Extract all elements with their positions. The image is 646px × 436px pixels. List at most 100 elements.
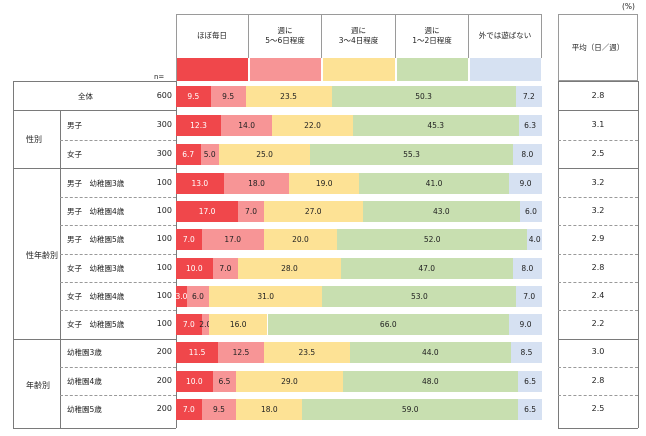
avg-row-separator <box>558 282 638 283</box>
bar-segment: 52.0 <box>337 228 528 250</box>
bar-segment: 66.0 <box>267 313 510 335</box>
avg-value: 3.0 <box>591 347 605 356</box>
row-separator <box>60 310 176 311</box>
avg-value: 3.2 <box>591 206 605 215</box>
bar-segment: 31.0 <box>208 285 323 307</box>
group-divider <box>60 168 61 339</box>
group-label: 年齢別 <box>26 381 50 390</box>
group-divider <box>60 110 61 168</box>
n-value: 100 <box>156 206 172 215</box>
avg-value: 2.8 <box>591 263 605 272</box>
bar-segment: 55.3 <box>310 143 513 165</box>
bar-segment: 6.3 <box>518 114 542 136</box>
legend-swatch <box>470 58 541 81</box>
bar-segment: 41.0 <box>359 172 510 194</box>
bar-segment: 8.5 <box>510 341 542 363</box>
avg-value: 2.5 <box>591 149 605 158</box>
avg-value: 3.1 <box>591 120 605 129</box>
bar-segment: 9.5 <box>201 398 237 420</box>
bar-segment: 10.0 <box>176 370 213 392</box>
bar-segment: 27.0 <box>263 200 363 222</box>
group-border <box>13 81 176 82</box>
bar-segment: 18.0 <box>223 172 290 194</box>
bar-segment: 9.5 <box>210 85 246 107</box>
avg-row-separator <box>558 140 638 141</box>
n-value: 100 <box>156 263 172 272</box>
n-label: n= <box>154 73 165 81</box>
bar-segment: 59.0 <box>302 398 519 420</box>
avg-header: 平均（日／週） <box>571 43 625 52</box>
avg-row-separator <box>558 395 638 396</box>
bar-segment: 23.5 <box>263 341 350 363</box>
n-value: 600 <box>156 91 172 100</box>
bar-segment: 50.3 <box>331 85 516 107</box>
bar-segment: 23.5 <box>245 85 332 107</box>
bar-segment: 29.0 <box>236 370 343 392</box>
bar-segment: 12.3 <box>176 114 222 136</box>
row-label: 幼稚園5歳 <box>67 405 102 414</box>
bar-segment: 48.0 <box>342 370 519 392</box>
header-border-left <box>176 14 177 81</box>
bar-segment: 9.5 <box>176 85 211 107</box>
legend-label-text: 週に 1～2日程度 <box>412 25 452 45</box>
avg-value: 2.5 <box>591 404 605 413</box>
avg-group-border <box>558 339 638 340</box>
n-value: 100 <box>156 319 172 328</box>
bar-segment: 9.0 <box>509 172 542 194</box>
bar-segment: 44.0 <box>349 341 511 363</box>
row-separator <box>60 395 176 396</box>
bar-segment: 8.0 <box>512 143 542 165</box>
header-border-top <box>176 14 542 15</box>
n-value: 300 <box>156 149 172 158</box>
n-value: 200 <box>156 404 172 413</box>
bar-segment: 10.0 <box>176 257 213 279</box>
group-border <box>13 110 176 111</box>
bar-segment: 6.5 <box>518 398 542 420</box>
avg-border-bottom <box>558 428 638 429</box>
row-separator <box>60 140 176 141</box>
row-label: 全体 <box>78 92 93 101</box>
row-label: 男子 <box>67 121 82 130</box>
bar-segment: 3.0 <box>176 285 187 307</box>
bar-segment: 11.5 <box>176 341 219 363</box>
group-label: 性年齢別 <box>26 251 58 260</box>
avg-group-border <box>558 168 638 169</box>
row-label: 女子 幼稚園3歳 <box>67 264 125 273</box>
legend-label: ほぼ毎日 <box>176 14 249 58</box>
bar-segment: 6.0 <box>186 285 209 307</box>
legend-label: 週に 3～4日程度 <box>322 14 396 58</box>
avg-value: 2.8 <box>591 376 605 385</box>
bar-segment: 19.0 <box>289 172 359 194</box>
legend-label: 週に 5～6日程度 <box>249 14 322 58</box>
avg-row-separator <box>558 197 638 198</box>
legend-swatch <box>177 58 248 81</box>
row-label: 男子 幼稚園4歳 <box>67 207 125 216</box>
bar-segment: 17.0 <box>201 228 264 250</box>
bar-segment: 43.0 <box>362 200 521 222</box>
bar-segment: 53.0 <box>322 285 517 307</box>
avg-row-separator <box>558 367 638 368</box>
bar-segment: 6.5 <box>212 370 237 392</box>
legend-swatch <box>397 58 468 81</box>
avg-value: 3.2 <box>591 178 605 187</box>
group-border <box>13 339 176 340</box>
legend-label-text: ほぼ毎日 <box>197 30 227 40</box>
row-separator <box>60 225 176 226</box>
group-divider <box>60 339 61 428</box>
bar-segment: 20.0 <box>263 228 338 250</box>
row-label: 女子 幼稚園5歳 <box>67 320 125 329</box>
bar-segment: 5.0 <box>200 143 219 165</box>
group-border <box>13 168 176 169</box>
row-label: 幼稚園4歳 <box>67 377 102 386</box>
bar-segment: 6.5 <box>518 370 542 392</box>
row-label: 男子 幼稚園5歳 <box>67 235 125 244</box>
bar-segment: 47.0 <box>340 257 513 279</box>
bar-segment: 9.0 <box>509 313 542 335</box>
row-separator <box>60 254 176 255</box>
bar-segment: 28.0 <box>238 257 341 279</box>
bar-segment: 7.0 <box>176 398 202 420</box>
bar-segment: 18.0 <box>236 398 303 420</box>
avg-border-right <box>638 81 639 428</box>
bar-segment: 14.0 <box>221 114 273 136</box>
row-separator <box>60 197 176 198</box>
